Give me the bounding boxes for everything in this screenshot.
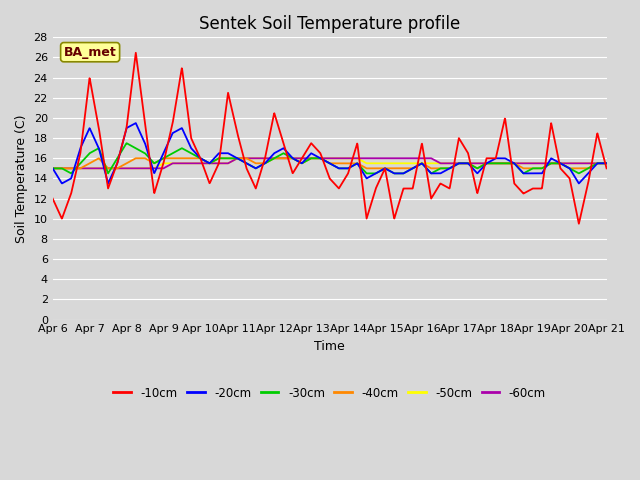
Text: BA_met: BA_met <box>64 46 116 59</box>
Y-axis label: Soil Temperature (C): Soil Temperature (C) <box>15 114 28 243</box>
Title: Sentek Soil Temperature profile: Sentek Soil Temperature profile <box>199 15 460 33</box>
Legend: -10cm, -20cm, -30cm, -40cm, -50cm, -60cm: -10cm, -20cm, -30cm, -40cm, -50cm, -60cm <box>109 382 550 404</box>
X-axis label: Time: Time <box>314 340 345 353</box>
